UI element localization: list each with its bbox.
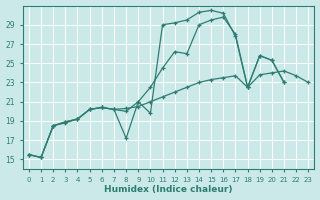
X-axis label: Humidex (Indice chaleur): Humidex (Indice chaleur) <box>104 185 233 194</box>
